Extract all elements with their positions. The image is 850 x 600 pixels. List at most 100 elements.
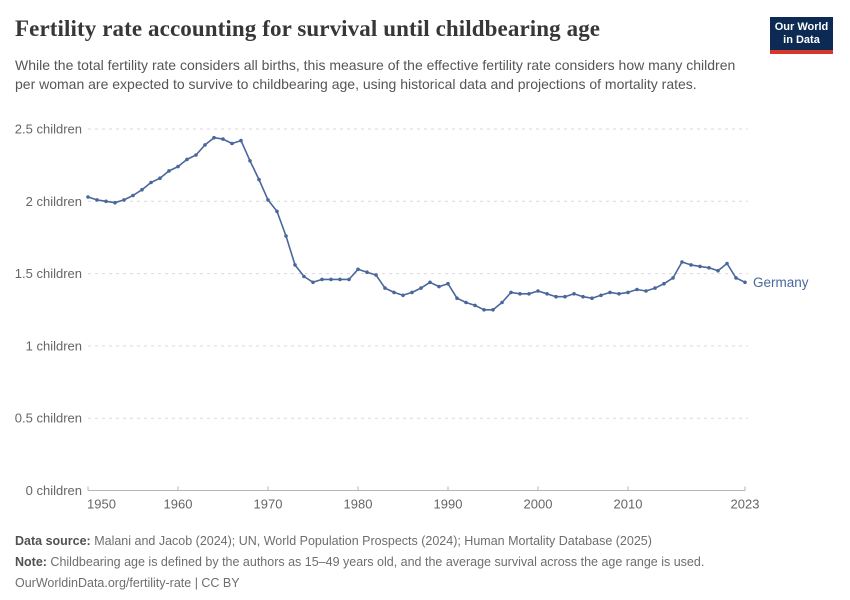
data-point[interactable]: [248, 159, 252, 163]
data-point[interactable]: [500, 300, 504, 305]
note-label: Note:: [15, 555, 47, 569]
data-point[interactable]: [113, 200, 117, 205]
license-link[interactable]: OurWorldinData.org/fertility-rate | CC B…: [15, 576, 240, 590]
data-point[interactable]: [131, 193, 135, 198]
x-tick-label: 1980: [344, 497, 373, 512]
data-point[interactable]: [716, 268, 720, 273]
data-point[interactable]: [230, 141, 234, 146]
data-point[interactable]: [482, 308, 486, 312]
data-point[interactable]: [545, 292, 549, 296]
y-tick-label: 0 children: [26, 483, 82, 498]
data-point[interactable]: [698, 264, 702, 269]
data-point[interactable]: [563, 294, 567, 299]
data-point[interactable]: [212, 135, 216, 140]
data-point[interactable]: [383, 286, 387, 290]
data-point[interactable]: [437, 284, 441, 289]
data-point[interactable]: [635, 287, 639, 292]
data-point[interactable]: [590, 296, 594, 301]
data-point[interactable]: [428, 280, 432, 285]
data-point[interactable]: [194, 153, 198, 157]
data-point[interactable]: [662, 281, 666, 286]
data-point[interactable]: [608, 290, 612, 295]
data-point[interactable]: [734, 276, 738, 280]
data-point[interactable]: [275, 209, 279, 214]
y-tick-label: 2 children: [26, 194, 82, 209]
data-point[interactable]: [302, 274, 306, 279]
x-tick-label: 2000: [524, 497, 553, 512]
data-line[interactable]: [87, 136, 746, 311]
x-tick-label: 1990: [434, 497, 463, 512]
data-point[interactable]: [644, 289, 648, 293]
data-point[interactable]: [176, 164, 180, 169]
data-point[interactable]: [329, 277, 333, 282]
data-point[interactable]: [95, 198, 99, 202]
data-point[interactable]: [293, 263, 297, 267]
chart-footer: Data source: Malani and Jacob (2024); UN…: [15, 531, 835, 594]
data-point[interactable]: [257, 177, 261, 182]
data-point[interactable]: [536, 289, 540, 293]
data-point[interactable]: [140, 187, 144, 192]
data-point[interactable]: [266, 198, 270, 202]
data-point[interactable]: [104, 199, 108, 204]
data-point[interactable]: [401, 293, 405, 298]
data-point[interactable]: [122, 198, 126, 202]
data-point[interactable]: [284, 234, 288, 238]
data-point[interactable]: [626, 290, 630, 295]
data-point[interactable]: [419, 286, 423, 290]
data-point[interactable]: [464, 300, 468, 305]
data-source-label: Data source:: [15, 534, 91, 548]
data-point[interactable]: [338, 277, 342, 282]
data-point[interactable]: [392, 290, 396, 295]
data-point[interactable]: [158, 176, 162, 180]
license-line: OurWorldinData.org/fertility-rate | CC B…: [15, 573, 835, 594]
owid-logo-line2: in Data: [783, 34, 820, 46]
data-point[interactable]: [689, 263, 693, 267]
y-tick-label: 2.5 children: [15, 122, 82, 137]
data-point[interactable]: [374, 273, 378, 277]
x-tick-label: 2010: [614, 497, 643, 512]
data-point[interactable]: [617, 292, 621, 296]
data-point[interactable]: [446, 281, 450, 286]
data-point[interactable]: [239, 138, 243, 143]
data-point[interactable]: [86, 195, 90, 199]
data-point[interactable]: [347, 277, 351, 282]
data-point[interactable]: [725, 261, 729, 266]
data-point[interactable]: [671, 276, 675, 280]
data-point[interactable]: [599, 293, 603, 298]
data-source-text: Malani and Jacob (2024); UN, World Popul…: [90, 534, 652, 548]
data-point[interactable]: [356, 267, 360, 272]
data-point[interactable]: [221, 137, 225, 141]
owid-logo-line1: Our World: [774, 21, 829, 33]
data-point[interactable]: [167, 169, 171, 173]
data-point[interactable]: [680, 260, 684, 264]
note-text: Childbearing age is defined by the autho…: [46, 555, 705, 569]
data-point[interactable]: [320, 277, 324, 282]
data-point[interactable]: [410, 290, 414, 295]
owid-logo[interactable]: Our World in Data: [770, 17, 833, 54]
data-point[interactable]: [311, 280, 315, 285]
data-point[interactable]: [653, 286, 657, 290]
data-source-line: Data source: Malani and Jacob (2024); UN…: [15, 531, 835, 552]
data-point[interactable]: [185, 157, 189, 162]
data-point[interactable]: [455, 296, 459, 301]
data-point[interactable]: [491, 308, 495, 312]
data-point[interactable]: [743, 280, 747, 285]
page-title: Fertility rate accounting for survival u…: [15, 16, 601, 41]
x-tick-label: 2023: [731, 497, 760, 512]
data-point[interactable]: [365, 270, 369, 275]
fertility-line-chart[interactable]: 0 children 0.5 children 1 children 1.5 chil…: [0, 0, 850, 525]
data-point[interactable]: [527, 292, 531, 296]
data-point[interactable]: [518, 292, 522, 296]
data-point[interactable]: [149, 180, 153, 185]
data-point[interactable]: [707, 266, 711, 270]
x-tick-label: 1970: [254, 497, 283, 512]
data-point[interactable]: [203, 143, 207, 147]
data-point[interactable]: [581, 294, 585, 299]
data-point[interactable]: [509, 290, 513, 295]
y-tick-label: 0.5 children: [15, 411, 82, 426]
data-point[interactable]: [554, 294, 558, 299]
y-tick-label: 1.5 children: [15, 266, 82, 281]
data-point[interactable]: [572, 292, 576, 296]
data-point[interactable]: [473, 303, 477, 308]
